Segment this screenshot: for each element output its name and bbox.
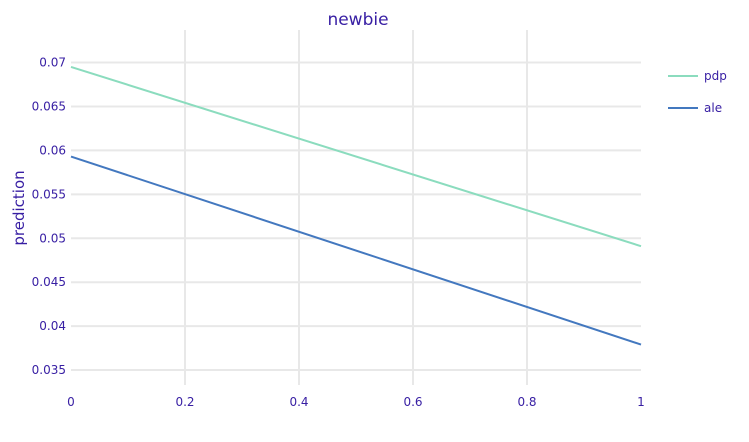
legend-item-pdp[interactable]: pdp <box>668 69 727 83</box>
grid-lines <box>71 30 641 385</box>
series-lines <box>70 65 642 346</box>
y-tick-label: 0.04 <box>39 319 66 333</box>
series-line-pdp <box>70 65 642 248</box>
legend[interactable]: pdp ale <box>668 69 727 115</box>
chart-title: newbie <box>327 10 388 30</box>
y-axis-ticks: 0.035 0.04 0.045 0.05 0.055 0.06 0.065 0.07 <box>32 56 66 378</box>
y-tick-label: 0.045 <box>32 275 66 289</box>
x-axis-ticks: 0 0.2 0.4 0.6 0.8 1 <box>67 395 645 409</box>
y-tick-label: 0.055 <box>32 187 66 201</box>
x-tick-label: 0 <box>67 395 75 409</box>
x-tick-label: 1 <box>637 395 645 409</box>
legend-item-ale[interactable]: ale <box>668 101 722 115</box>
y-tick-label: 0.05 <box>39 231 66 245</box>
x-tick-label: 0.2 <box>175 395 194 409</box>
y-axis-title: prediction <box>10 170 28 245</box>
series-line-ale <box>70 155 642 346</box>
y-tick-label: 0.065 <box>32 99 66 113</box>
y-tick-label: 0.06 <box>39 143 66 157</box>
legend-label: ale <box>704 101 722 115</box>
legend-label: pdp <box>704 69 727 83</box>
x-tick-label: 0.8 <box>517 395 536 409</box>
x-tick-label: 0.4 <box>289 395 308 409</box>
x-tick-label: 0.6 <box>403 395 422 409</box>
y-tick-label: 0.07 <box>39 56 66 70</box>
y-tick-label: 0.035 <box>32 363 66 377</box>
